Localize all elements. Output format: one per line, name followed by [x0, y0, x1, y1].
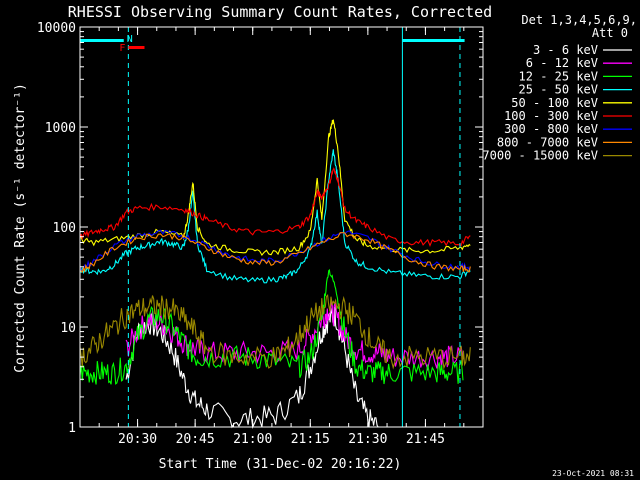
tick-layer: 20:30 20:45 21:00 21:15 21:30 21:45 1 10 100 1000…: [37, 21, 484, 447]
y-tick-label-3: 1000: [45, 121, 76, 136]
plot-frame: [79, 26, 484, 428]
x-tick-label-3: 21:15: [291, 432, 330, 447]
y-tick-label-1: 10: [60, 321, 76, 336]
x-tick-label-5: 21:45: [406, 432, 445, 447]
legend-entry-6: 300 - 800 keV: [504, 122, 598, 136]
chart-title: RHESSI Observing Summary Count Rates, Co…: [68, 3, 492, 21]
legend-entry-5: 100 - 300 keV: [504, 109, 598, 123]
legend-entry-1: 6 - 12 keV: [526, 56, 598, 70]
series-line-2-seg-0: [79, 268, 464, 385]
legend-entry-0: 3 - 6 keV: [533, 43, 598, 57]
legend-entry-3: 25 - 50 keV: [519, 83, 598, 97]
y-axis-label-text: Corrected Count Rate (s⁻¹ detector⁻¹): [13, 83, 28, 373]
flag-label-0: N: [127, 34, 133, 45]
y-axis-label: Corrected Count Rate (s⁻¹ detector⁻¹): [13, 83, 28, 373]
x-tick-label-0: 20:30: [118, 432, 157, 447]
legend-entry-7: 800 - 7000 keV: [497, 135, 598, 149]
legend-entry-8: 7000 - 15000 keV: [482, 149, 598, 163]
series-line-0-seg-0: [125, 306, 379, 429]
series-line-8-seg-0: [79, 294, 471, 371]
x-tick-label-4: 21:30: [348, 432, 387, 447]
x-axis-label: Start Time (31-Dec-02 20:16:22): [159, 457, 402, 472]
series-line-3-seg-0: [79, 149, 471, 284]
legend-header-line1: Det 1,3,4,5,6,9,: [521, 13, 637, 27]
x-tick-label-2: 21:00: [233, 432, 272, 447]
flag-bar-0: [80, 39, 124, 42]
x-tick-label-1: 20:45: [176, 432, 215, 447]
series-line-6-seg-0: [79, 229, 471, 272]
flag-label-2: F: [119, 43, 125, 54]
series-layer: [79, 119, 471, 429]
legend-header-line2: Att 0: [592, 26, 628, 40]
y-tick-label-4: 10000: [37, 21, 76, 36]
y-tick-label-0: 1: [68, 421, 76, 436]
series-line-1-seg-0: [125, 300, 464, 372]
series-line-7-seg-0: [79, 232, 471, 274]
legend-entry-2: 12 - 25 keV: [519, 69, 598, 83]
y-tick-label-2: 100: [53, 221, 76, 236]
legend-entry-4: 50 - 100 keV: [511, 96, 598, 110]
flag-bar-2: [128, 46, 145, 49]
footer-timestamp: 23-Oct-2021 08:31: [552, 469, 634, 478]
series-line-4-seg-0: [79, 119, 471, 256]
series-line-5-seg-0: [79, 167, 471, 247]
flag-bar-1: [402, 39, 465, 42]
